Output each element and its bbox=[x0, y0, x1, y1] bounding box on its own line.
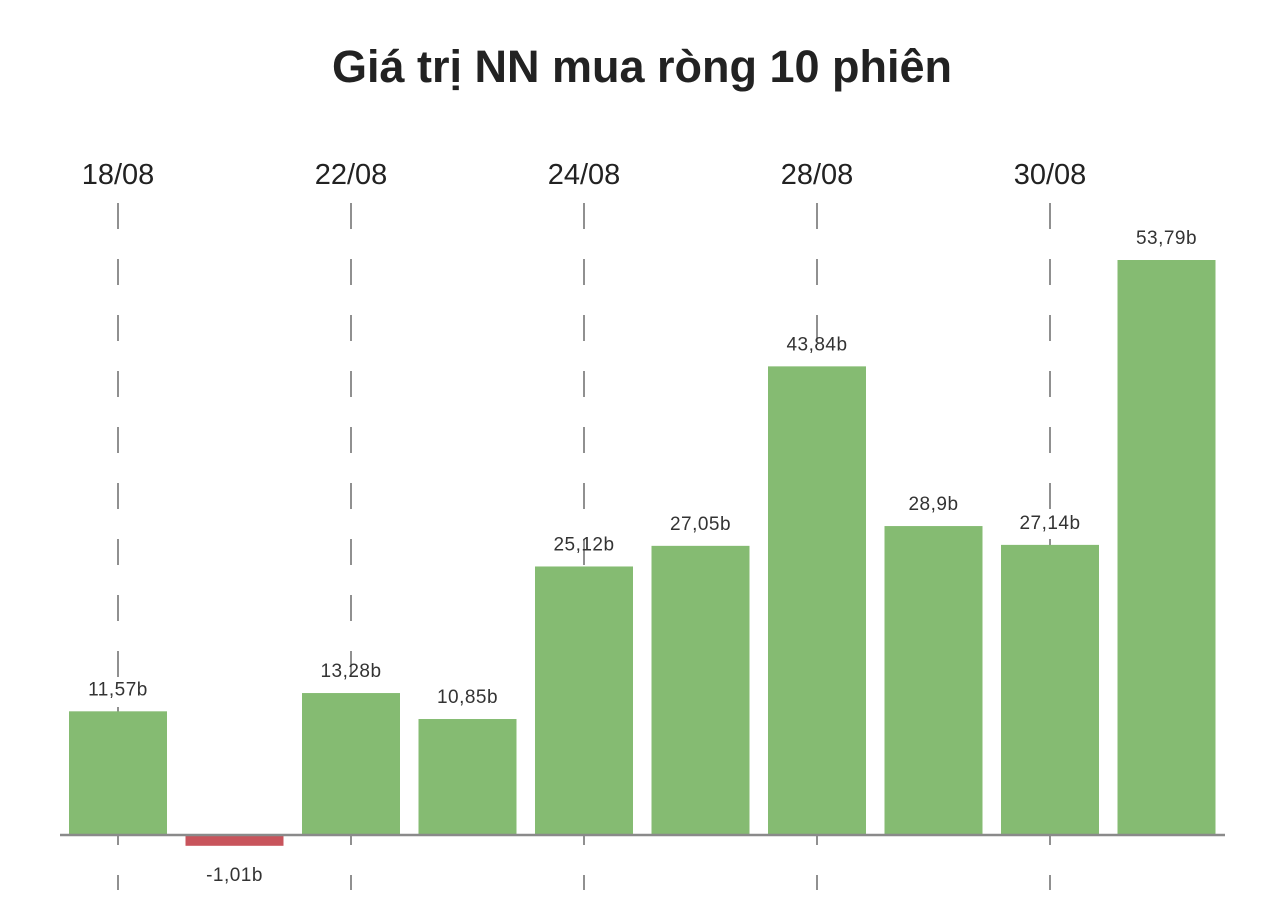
value-label: 43,84b bbox=[786, 334, 847, 355]
x-tick-labels: 18/08 22/08 24/08 28/08 30/08 bbox=[82, 159, 1087, 191]
value-label: 13,28b bbox=[320, 661, 381, 682]
bar bbox=[185, 835, 284, 846]
value-label: 27,05b bbox=[670, 514, 731, 535]
chart-title: Giá trị NN mua ròng 10 phiên bbox=[332, 41, 952, 92]
bar bbox=[535, 566, 633, 835]
value-label: 27,14b bbox=[1019, 513, 1080, 534]
bar bbox=[1117, 260, 1216, 835]
bar bbox=[302, 693, 400, 835]
value-label: 10,85b bbox=[437, 687, 498, 708]
bar bbox=[69, 711, 167, 835]
x-tick-label: 30/08 bbox=[1014, 159, 1087, 191]
bar bbox=[1001, 544, 1099, 835]
value-label: 28,9b bbox=[908, 494, 958, 515]
value-label: -1,01b bbox=[206, 865, 263, 886]
x-tick-label: 18/08 bbox=[82, 159, 155, 191]
bar bbox=[651, 545, 750, 835]
bar bbox=[768, 366, 866, 835]
x-tick-label: 22/08 bbox=[315, 159, 388, 191]
bars bbox=[69, 260, 1216, 846]
x-tick-label: 24/08 bbox=[548, 159, 621, 191]
bar bbox=[418, 719, 517, 835]
value-labels: 11,57b -1,01b 13,28b 10,85b 25,12b 27,05b 43,8… bbox=[88, 228, 1197, 886]
x-tick-label: 28/08 bbox=[781, 159, 854, 191]
bar bbox=[884, 526, 983, 835]
value-label: 25,12b bbox=[553, 534, 614, 555]
value-label: 53,79b bbox=[1136, 228, 1197, 249]
value-label: 11,57b bbox=[88, 679, 148, 700]
